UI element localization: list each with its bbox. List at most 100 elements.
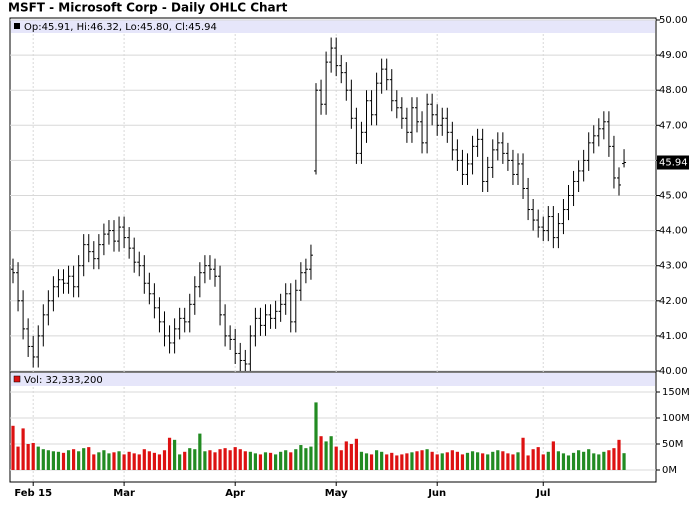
- volume-bar: [501, 451, 505, 470]
- y2-tick-label: 150M: [662, 387, 690, 398]
- volume-bar: [329, 436, 333, 470]
- x-tick-label: Mar: [113, 488, 135, 499]
- volume-bar: [147, 451, 151, 470]
- volume-bar: [208, 450, 212, 470]
- volume-bar: [11, 425, 15, 470]
- volume-bar: [344, 441, 348, 470]
- volume-bar: [380, 451, 384, 470]
- volume-bar: [92, 454, 96, 470]
- y-tick-label: 45.00: [659, 191, 688, 202]
- volume-bar: [420, 450, 424, 470]
- volume-bar: [51, 451, 55, 470]
- volume-bar: [324, 441, 328, 470]
- volume-bar: [592, 453, 596, 470]
- y2-tick-label: 100M: [662, 413, 690, 424]
- volume-bar: [566, 455, 571, 470]
- volume-bar: [16, 446, 20, 470]
- volume-bar: [314, 402, 318, 470]
- y-tick-label: 42.00: [659, 296, 688, 307]
- volume-bar: [536, 447, 540, 470]
- volume-bar: [56, 451, 61, 470]
- volume-bar: [223, 448, 227, 470]
- volume-bar: [61, 452, 66, 470]
- volume-bar: [274, 454, 278, 470]
- volume-bar: [415, 451, 419, 470]
- volume-bar: [435, 454, 439, 470]
- volume-legend-swatch: [13, 375, 21, 383]
- volume-bar: [334, 446, 338, 470]
- volume-bar: [375, 450, 379, 470]
- volume-bar: [66, 450, 71, 470]
- volume-bar: [122, 454, 126, 470]
- price-legend: Op:45.91, Hi:46.32, Lo:45.80, Cl:45.94: [24, 22, 217, 33]
- volume-bar: [112, 452, 116, 470]
- volume-bar: [587, 449, 591, 470]
- volume-bar: [465, 452, 470, 470]
- x-tick-label: Jun: [427, 488, 446, 499]
- y-tick-label: 48.00: [659, 85, 688, 96]
- volume-bar: [77, 451, 81, 470]
- volume-bar: [425, 449, 429, 470]
- y-tick-label: 40.00: [659, 366, 688, 377]
- volume-bar: [506, 453, 510, 470]
- y2-tick-label: 50M: [662, 439, 683, 450]
- volume-bar: [117, 451, 121, 470]
- volume-bar: [243, 451, 247, 470]
- volume-bar: [309, 446, 313, 470]
- volume-bar: [183, 451, 187, 470]
- volume-bar: [617, 439, 621, 470]
- y-tick-label: 47.00: [659, 120, 688, 131]
- volume-bar: [476, 452, 480, 470]
- volume-bar: [102, 450, 106, 470]
- volume-bar: [233, 447, 237, 470]
- volume-bar: [137, 454, 141, 470]
- volume-bar: [622, 453, 626, 470]
- volume-bar: [173, 439, 177, 470]
- volume-bar: [21, 428, 25, 470]
- volume-bar: [410, 452, 414, 470]
- volume-bar: [152, 452, 156, 470]
- volume-bar: [405, 453, 409, 470]
- volume-bar: [511, 454, 515, 470]
- volume-bar: [430, 451, 434, 470]
- volume-bar: [178, 454, 182, 470]
- volume-bar: [157, 454, 162, 470]
- volume-bar: [107, 453, 111, 470]
- volume-bar: [167, 437, 172, 470]
- volume-bar: [364, 453, 369, 470]
- volume-bar: [36, 446, 40, 470]
- volume-bar: [486, 454, 490, 470]
- volume-bar: [556, 451, 560, 470]
- volume-bar: [390, 452, 394, 470]
- volume-bar: [521, 437, 525, 470]
- volume-bar: [248, 451, 252, 470]
- volume-bar: [531, 449, 535, 470]
- price-legend-strip: [11, 20, 655, 33]
- volume-bar: [561, 453, 566, 470]
- volume-bar: [395, 455, 399, 470]
- y2-tick-label: 0M: [662, 465, 677, 476]
- y-tick-label: 41.00: [659, 331, 688, 342]
- volume-bar: [31, 442, 35, 470]
- volume-bar: [218, 449, 222, 470]
- volume-bar: [607, 450, 611, 470]
- volume-bar: [46, 450, 50, 470]
- volume-bar: [551, 441, 555, 470]
- volume-bar: [612, 448, 616, 470]
- x-tick-label: Jul: [535, 488, 550, 499]
- y-tick-label: 44.00: [659, 226, 688, 237]
- y-tick-label: 43.00: [659, 261, 688, 272]
- volume-bar: [440, 453, 444, 470]
- volume-bar: [198, 433, 202, 470]
- volume-bar: [450, 450, 454, 470]
- volume-bar: [491, 451, 495, 470]
- x-tick-label: May: [325, 488, 348, 499]
- volume-bar: [571, 452, 576, 470]
- x-tick-label: Feb 15: [14, 488, 52, 499]
- volume-bar: [188, 448, 192, 470]
- volume-bar: [268, 452, 273, 470]
- volume-bar: [455, 451, 459, 470]
- volume-bar: [289, 452, 293, 470]
- chart-title: MSFT - Microsoft Corp - Daily OHLC Chart: [8, 1, 288, 15]
